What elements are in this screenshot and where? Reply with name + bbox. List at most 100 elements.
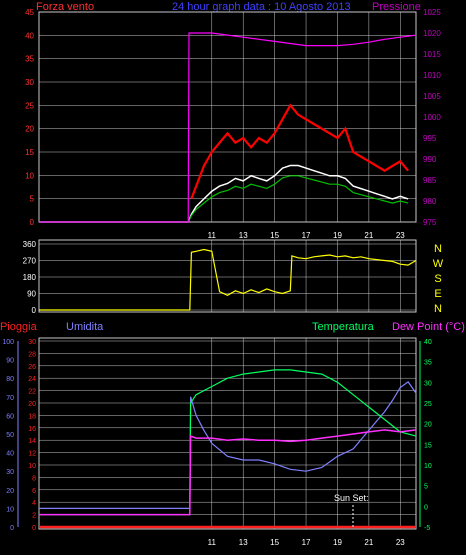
time-tick-label: 21 [364,231,373,240]
wind-gust-series [190,103,409,200]
pressure-tick-label: 1025 [423,8,441,17]
rain-tick-label: 26 [28,364,36,371]
temperature-series [39,369,417,516]
wind-tick-label: 10 [25,171,34,180]
humidity-tick-label: 10 [6,506,14,513]
direction-panel-frame [38,239,417,313]
compass-label: S [434,273,441,285]
humidity-tick-label: 20 [6,488,14,495]
humidity-tick-label: 60 [6,413,14,420]
rain-tick-label: 14 [28,438,36,445]
rain-tick-label: 18 [28,413,36,420]
wind-tick-label: 0 [30,218,35,227]
time-tick-label: 13 [239,538,248,547]
compass-label: E [434,288,441,300]
dewpoint-axis-label: Dew Point (°C) [392,321,465,333]
rain-tick-label: 4 [32,500,36,507]
time-tick-label: 11 [208,231,217,240]
temperature-tick-label: 25 [424,401,432,408]
temperature-axis-label: Temperatura [312,321,375,333]
temperature-tick-label: 15 [424,442,432,449]
wind-tick-label: 15 [25,148,34,157]
chart-title: 24 hour graph data : 10 Agosto 2013 [172,1,351,13]
wind-pressure-plot: 0510152025303540459759809859909951000100… [25,8,441,240]
temperature-tick-label: 10 [424,463,432,470]
wind-tick-label: 40 [25,31,34,40]
humidity-axis-label: Umidita [66,321,104,333]
time-tick-label: 21 [364,538,373,547]
humidity-series [39,381,417,509]
pressure-axis-label: Pressione [372,1,421,13]
climate-plot: 0102030405060708090100024681012141618202… [2,338,432,547]
rain-tick-label: 16 [28,426,36,433]
pressure-tick-label: 1000 [423,113,441,122]
humidity-tick-label: 50 [6,432,14,439]
time-tick-label: 23 [396,538,405,547]
rain-tick-label: 24 [28,376,36,383]
time-tick-label: 23 [396,231,405,240]
time-tick-label: 19 [333,231,342,240]
time-tick-label: 15 [270,538,279,547]
rain-tick-label: 2 [32,513,36,520]
wind-tick-label: 35 [25,55,34,64]
temperature-tick-label: 30 [424,380,432,387]
wind-tick-label: 30 [25,78,34,87]
pressure-tick-label: 985 [423,176,437,185]
wind-axis-label: Forza vento [36,1,94,13]
sunset-label: Sun Set: [334,493,369,503]
wind-tick-label: 25 [25,101,34,110]
humidity-tick-label: 0 [10,525,14,532]
rain-tick-label: 6 [32,488,36,495]
wind-tick-label: 45 [25,8,34,17]
time-tick-label: 11 [208,538,217,547]
temperature-tick-label: 40 [424,339,432,346]
temperature-tick-label: 35 [424,360,432,367]
direction-tick-label: 270 [23,257,37,266]
pressure-tick-label: 980 [423,197,437,206]
time-tick-label: 13 [239,231,248,240]
humidity-tick-label: 30 [6,469,14,476]
rain-tick-label: 22 [28,389,36,396]
direction-tick-label: 180 [23,273,37,282]
pressure-series [39,32,417,223]
pressure-tick-label: 995 [423,134,437,143]
pressure-tick-label: 1005 [423,92,441,101]
pressure-tick-label: 990 [423,155,437,164]
humidity-tick-label: 70 [6,395,14,402]
time-tick-label: 17 [302,231,311,240]
direction-tick-label: 0 [32,306,37,315]
compass-label: N [434,243,442,255]
compass-label: N [434,303,442,315]
wind-trend-series [39,175,409,223]
pressure-tick-label: 1020 [423,29,441,38]
wind-avg-series [39,164,409,223]
temperature-tick-label: 5 [424,484,428,491]
temperature-tick-label: -5 [424,525,430,532]
compass-label: W [433,258,444,270]
pressure-tick-label: 1015 [423,50,441,59]
wind-direction-series [39,248,417,311]
direction-tick-label: 360 [23,240,37,249]
rain-tick-label: 8 [32,475,36,482]
time-tick-label: 17 [302,538,311,547]
wind-tick-label: 5 [30,195,35,204]
humidity-tick-label: 40 [6,451,14,458]
dewpoint-series [39,429,417,516]
time-tick-label: 19 [333,538,342,547]
time-tick-label: 15 [270,231,279,240]
rain-tick-label: 0 [32,525,36,532]
pressure-tick-label: 1010 [423,71,441,80]
humidity-tick-label: 100 [2,339,14,346]
direction-tick-label: 90 [27,290,36,299]
pressure-tick-label: 975 [423,218,437,227]
temperature-tick-label: 0 [424,504,428,511]
temperature-tick-label: 20 [424,422,432,429]
humidity-tick-label: 80 [6,376,14,383]
rain-tick-label: 20 [28,401,36,408]
rain-tick-label: 28 [28,351,36,358]
rain-tick-label: 12 [28,451,36,458]
rain-tick-label: 30 [28,339,36,346]
